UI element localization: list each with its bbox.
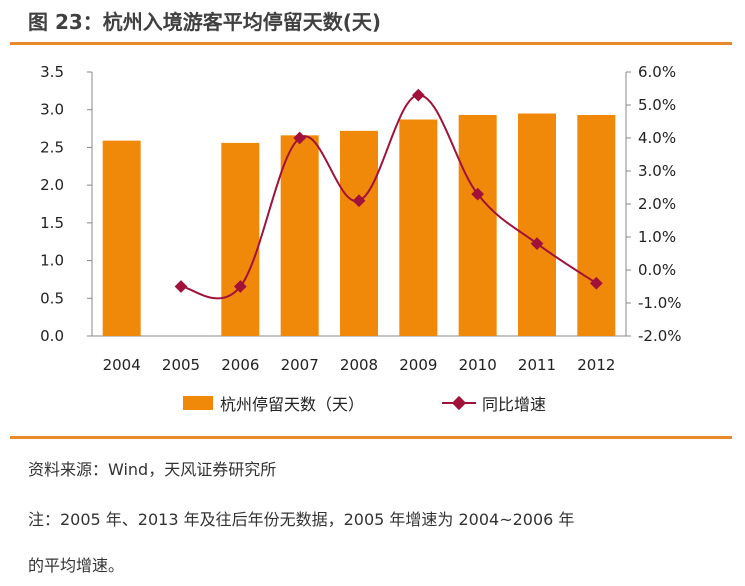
legend-bar-swatch bbox=[183, 396, 213, 410]
source-rule bbox=[10, 436, 732, 439]
title-rule bbox=[10, 42, 732, 45]
x-tick-label: 2006 bbox=[221, 356, 259, 374]
legend-bar-label: 杭州停留天数（天） bbox=[220, 395, 364, 414]
right-tick-label: -1.0% bbox=[638, 294, 682, 312]
left-tick-label: 2.0 bbox=[40, 176, 64, 194]
growth-point-2007 bbox=[293, 131, 307, 145]
note-line-2: 的平均增速。 bbox=[28, 556, 125, 575]
right-tick-label: 5.0% bbox=[638, 96, 676, 114]
right-tick-label: 4.0% bbox=[638, 129, 676, 147]
bar-2011 bbox=[518, 113, 556, 336]
bar-2007 bbox=[280, 135, 319, 336]
right-tick-label: 6.0% bbox=[638, 63, 676, 81]
legend-line-marker bbox=[451, 395, 467, 411]
x-tick-label: 2010 bbox=[459, 356, 497, 374]
legend-line-label: 同比增速 bbox=[482, 395, 546, 414]
right-tick-label: 3.0% bbox=[638, 162, 676, 180]
right-tick-label: 0.0% bbox=[638, 261, 676, 279]
bar-2012 bbox=[577, 114, 616, 336]
x-tick-label: 2004 bbox=[103, 356, 141, 374]
bar-2010 bbox=[458, 114, 497, 336]
x-tick-label: 2008 bbox=[340, 356, 378, 374]
bar-2006 bbox=[221, 142, 260, 336]
x-tick-label: 2009 bbox=[399, 356, 437, 374]
chart: 0.0 0.5 1.0 1.5 2.0 2.5 3.0 3.5 -2.0% -1.0% 0.0% 1… bbox=[40, 63, 682, 414]
bar-2004 bbox=[102, 140, 141, 336]
growth-point-2008 bbox=[352, 194, 366, 208]
left-tick-label: 3.0 bbox=[40, 101, 64, 119]
bar-2009 bbox=[399, 119, 438, 337]
left-tick-label: 3.5 bbox=[40, 63, 64, 81]
growth-point-2010 bbox=[471, 187, 485, 201]
source-text: 资料来源：Wind，天风证券研究所 bbox=[28, 460, 277, 479]
chart-title: 图 23：杭州入境游客平均停留天数(天) bbox=[28, 10, 382, 34]
note-line-1: 注：2005 年、2013 年及往后年份无数据，2005 年增速为 2004~2… bbox=[28, 510, 575, 529]
x-tick-label: 2012 bbox=[577, 356, 615, 374]
x-tick-label: 2007 bbox=[281, 356, 319, 374]
growth-point-2005 bbox=[174, 280, 188, 293]
growth-line bbox=[180, 94, 597, 300]
growth-point-2006 bbox=[233, 280, 247, 293]
bar-2008 bbox=[340, 130, 378, 336]
left-tick-label: 0.5 bbox=[40, 289, 64, 307]
right-tick-label: -2.0% bbox=[638, 327, 682, 345]
right-tick-label: 1.0% bbox=[638, 228, 676, 246]
growth-point-2009 bbox=[411, 88, 425, 102]
x-tick-label: 2011 bbox=[518, 356, 556, 374]
left-tick-label: 0.0 bbox=[40, 327, 64, 345]
left-tick-label: 1.5 bbox=[40, 214, 64, 232]
right-tick-label: 2.0% bbox=[638, 195, 676, 213]
left-tick-label: 2.5 bbox=[40, 138, 64, 156]
left-tick-label: 1.0 bbox=[40, 252, 64, 270]
x-tick-label: 2005 bbox=[162, 356, 200, 374]
